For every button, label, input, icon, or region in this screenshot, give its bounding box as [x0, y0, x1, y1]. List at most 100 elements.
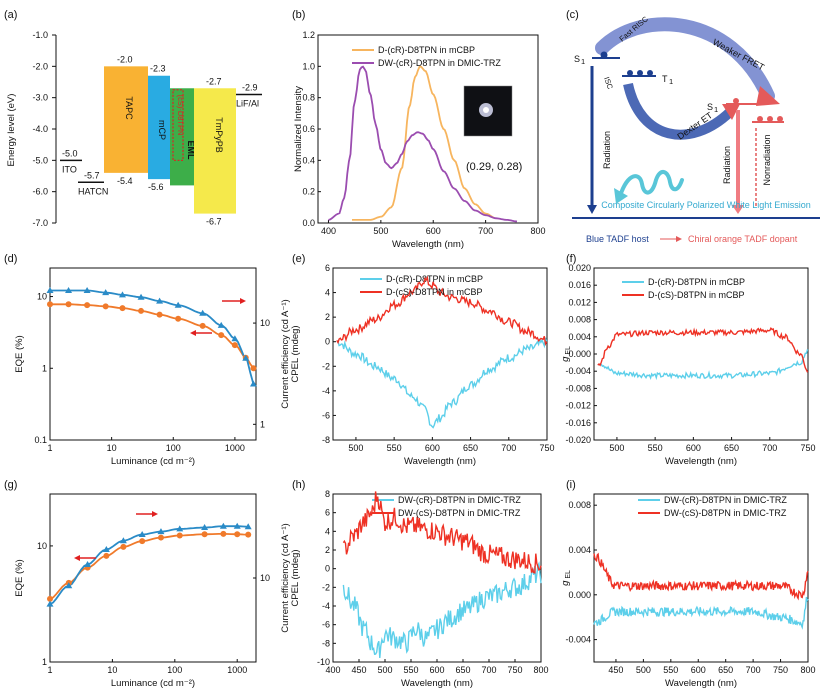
x-tick-label: 550: [648, 443, 663, 453]
y-tick-label: 0.8: [302, 93, 315, 103]
y-axis-title: Energy level (eV): [6, 94, 17, 167]
panel-b-spectra: 400 500 600 700 800 0.0 0.2 0.4 0.6 0.8 1.0 1.2 Wave…: [293, 30, 546, 250]
y-tick-label: 4: [325, 526, 330, 536]
tmpypb-label: TmPyPB: [214, 117, 224, 153]
y-axis-title: CPEL (mdeg): [290, 325, 301, 382]
x-tick-label: 400: [325, 665, 340, 675]
legend-0: DW-(cR)-D8TPN in DMIC-TRZ: [664, 495, 787, 505]
x-tick-label: 750: [773, 665, 788, 675]
y-axis-title-sub: EL: [565, 570, 572, 581]
eqe-marker: [139, 538, 146, 545]
series-line-1: [593, 552, 809, 601]
s1-left-sub: 1: [581, 57, 585, 66]
eqe-marker: [156, 311, 163, 318]
fret-arrowhead: [756, 86, 780, 106]
y-tick-label: -7.0: [32, 218, 48, 228]
panel-label: (d): [4, 253, 17, 265]
x-axis-title: Luminance (cd m⁻²): [111, 456, 195, 467]
eml-label: EML: [186, 141, 196, 161]
eqe-marker: [47, 595, 53, 602]
x-tick-label: 500: [609, 443, 624, 453]
series-line-1: [597, 326, 809, 373]
s1-right-sub: 1: [714, 105, 718, 114]
panel-label: (a): [4, 9, 17, 21]
nonradiation-label: Nonradiation: [762, 134, 772, 185]
y-tick-label: 0.012: [568, 297, 591, 307]
ce-arrowhead: [240, 298, 246, 304]
legend-arrowhead: [676, 236, 682, 242]
y-tick-label: -6: [322, 410, 330, 420]
x-tick-label: 450: [351, 665, 366, 675]
x-tick-label: 500: [348, 443, 363, 453]
x-tick-label: 700: [481, 665, 496, 675]
series-line-0: [593, 596, 809, 630]
host-t1-electron: [637, 70, 643, 76]
panel-label: (e): [292, 253, 305, 265]
ce-marker: [137, 293, 145, 300]
y-tick-label: 0.008: [568, 315, 591, 325]
y-axis-title: Normalized Intensity: [293, 86, 304, 172]
spiral-arrowhead: [614, 188, 628, 204]
plot-frame: [49, 267, 257, 441]
y-tick-label: 8: [325, 489, 330, 499]
dopant-label: Chiral orange TADF dopant: [688, 234, 798, 244]
x-tick-label: 700: [746, 665, 761, 675]
x-axis-title: Wavelength (nm): [665, 456, 737, 467]
tapc-bottom-value: -5.4: [117, 176, 133, 186]
series-line-dw-cr-dmic: [328, 65, 518, 223]
x-tick-label: 500: [377, 665, 392, 675]
y-axis-title: g EL: [560, 346, 572, 362]
x-tick-label: 600: [686, 443, 701, 453]
ce-marker: [102, 546, 110, 553]
ce-marker: [244, 523, 252, 530]
y-tick-label: 1.2: [302, 30, 315, 40]
host-s1-electron: [600, 51, 608, 59]
panel-a-energy-diagram: -1.0 -2.0 -3.0 -4.0 -5.0 -6.0 -7.0 Energy level…: [6, 30, 262, 228]
legend-0: DW-(cR)-D8TPN in DMIC-TRZ: [398, 495, 521, 505]
y-tick-label: 0.4: [302, 155, 315, 165]
y-tick-label: 0.0: [302, 218, 315, 228]
y-axis-title-sub: EL: [565, 346, 572, 357]
hatcn-label: HATCN: [78, 186, 108, 196]
y2-tick-label: 10: [260, 318, 270, 328]
y-tick-label: -1.0: [32, 30, 48, 40]
y-tick-label: -5.0: [32, 155, 48, 165]
y-tick-label: -3.0: [32, 93, 48, 103]
x-tick-label: 800: [800, 665, 815, 675]
s1-right-label: S: [707, 102, 713, 112]
x-tick-label: 600: [429, 665, 444, 675]
y-tick-label: 0.020: [568, 263, 591, 273]
ce-marker: [233, 522, 241, 529]
x-tick-label: 500: [373, 226, 388, 236]
t1-label: T: [662, 74, 668, 84]
ce-marker: [102, 289, 110, 296]
y-tick-label: -4.0: [32, 124, 48, 134]
y-tick-label: -8: [322, 435, 330, 445]
mcp-bottom-value: -5.6: [148, 182, 164, 192]
y-tick-label: -0.004: [565, 366, 591, 376]
legend-dw-cr-dmic: DW-(cR)-D8TPN in DMIC-TRZ: [378, 58, 501, 68]
x-tick-label: 10: [107, 443, 117, 453]
mcp-label: mCP: [157, 120, 167, 140]
x-tick-label: 600: [425, 443, 440, 453]
panel-g-efficiency: 1 10 100 1000 1 10 10 Luminance (cd m⁻²) EQE (%)…: [14, 493, 291, 689]
isc-label: ISC: [602, 76, 615, 91]
weaker-fret-label: Weaker FRET: [711, 37, 766, 73]
y-tick-label: 1: [42, 657, 47, 667]
y-tick-label: -2.0: [32, 61, 48, 71]
panel-label: (h): [292, 479, 305, 491]
y-tick-label: 0: [325, 337, 330, 347]
lifal-value: -2.9: [242, 83, 258, 93]
x-axis-title: Wavelength (nm): [665, 678, 737, 689]
y-tick-label: 2: [325, 545, 330, 555]
x-tick-label: 450: [608, 665, 623, 675]
ce-marker: [199, 309, 207, 316]
eqe-marker: [157, 534, 164, 541]
eqe-arrowhead: [190, 330, 196, 336]
x-tick-label: 100: [167, 665, 182, 675]
ce-marker: [65, 582, 73, 589]
y-tick-label: 0.000: [568, 349, 591, 359]
y-tick-label: 0.008: [568, 500, 591, 510]
host-radiation-head: [587, 205, 597, 214]
y-tick-label: 10: [37, 541, 47, 551]
